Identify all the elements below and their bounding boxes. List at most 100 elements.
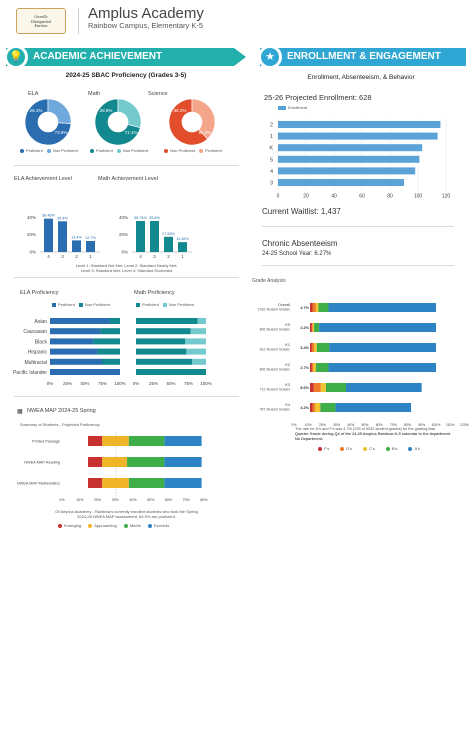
pie-0-slice-0 — [24, 98, 72, 146]
ela-prof-group-3: Hispanic — [28, 350, 48, 356]
enroll-bar-5 — [278, 179, 404, 186]
chronic-absenteeism-title: Chronic Absenteeism — [262, 239, 338, 248]
math-prof-bar-prof-4 — [136, 358, 192, 365]
page-subtitle: Rainbow Campus, Elementary K-5 — [88, 21, 204, 30]
grade-xtick-2: 20% — [319, 423, 326, 427]
page-title: Amplus Academy — [88, 5, 204, 22]
nwea-row-2-seg-3 — [164, 478, 202, 488]
math-prof-xtick-1: 25% — [149, 381, 158, 386]
ela-prof-bar-prof-2 — [50, 338, 94, 345]
enroll-xtick-1: 20 — [303, 194, 309, 200]
grade-xtick-8: 80% — [404, 423, 411, 427]
grade-row-l1-1: K5 — [285, 323, 290, 327]
math-level-bar-0 — [136, 221, 145, 252]
ela-prof-bar-prof-0 — [50, 318, 110, 324]
math-level-xtick-0: 4 — [139, 254, 142, 259]
nwea-xtick-6: 60% — [165, 498, 173, 502]
ela-prof-bar-non-3 — [97, 348, 120, 355]
ela-level-xtick-3: 1 — [89, 254, 92, 259]
achievement-note-2: Level 3: Standard Met; Level 4: Standard… — [80, 268, 173, 273]
grade-row-4-seg-4 — [346, 383, 422, 392]
logo-text-2: Distinguished — [31, 19, 51, 24]
current-waitlist: Current Waitlist: 1,437 — [262, 207, 341, 216]
nwea-xtick-7: 70% — [183, 498, 191, 502]
ela-level-bar-label-0: 38.46% — [42, 214, 56, 218]
ela-prof-bar-non-0 — [109, 318, 120, 324]
enroll-cat-0: 2 — [270, 123, 273, 129]
math-prof-bar-prof-2 — [136, 338, 185, 345]
enroll-cat-1: 1 — [270, 134, 273, 140]
ela-prof-bar-prof-3 — [50, 348, 98, 355]
math-prof-bar-non-4 — [192, 358, 206, 365]
enroll-cat-2: K — [269, 146, 273, 152]
nwea-row-value-0: 64.9% — [203, 440, 214, 444]
nwea-row-2-seg-1 — [102, 478, 129, 488]
grade-row-pct-2: 3.4% — [300, 346, 309, 350]
grade-note-1: The rate for D's and F's was 4.7% (235 o… — [295, 427, 436, 431]
math-level-bar-3 — [178, 242, 187, 252]
grade-row-5-seg-2 — [315, 403, 321, 412]
grade-row-l2-2: 812 Student Grades — [260, 348, 291, 352]
nwea-xtick-0: 0% — [59, 498, 65, 502]
pie-legend-ela: Proficient Non Proficient — [20, 148, 78, 153]
school-logo: Grenville Distinguished Emeritus — [16, 8, 66, 34]
math-prof-bar-non-1 — [190, 328, 206, 335]
nwea-xtick-1: 10% — [76, 498, 84, 502]
pie-1-slice-0 — [94, 98, 141, 146]
pie-legend-math: Proficient Non Proficient — [90, 148, 148, 153]
nwea-note-2: 2024-25 NWEA MAP assessment, 64.9% are p… — [77, 514, 176, 519]
grade-row-1-seg-2 — [312, 323, 315, 332]
ela-prof-group-2: Black — [35, 339, 48, 345]
grade-note-2: Quarter Grade during Q4 of the 24-25 Amp… — [295, 432, 451, 436]
grade-row-3-seg-1 — [311, 363, 314, 372]
chart-icon: ▦ — [17, 409, 23, 415]
math-prof-xtick-4: 100% — [200, 381, 212, 386]
nwea-xtick-2: 20% — [94, 498, 102, 502]
grade-row-2-seg-0 — [310, 343, 312, 352]
nwea-row-2-seg-2 — [128, 478, 165, 488]
pie-1-label-main: 71.1% — [125, 130, 138, 135]
grade-row-4-seg-3 — [325, 383, 347, 392]
grade-xtick-3: 30% — [333, 423, 340, 427]
enroll-xtick-3: 60 — [359, 194, 365, 200]
grade-row-5-seg-3 — [320, 403, 336, 412]
math-prof-bar-prof-1 — [136, 328, 191, 335]
math-level-bar-2 — [164, 236, 173, 252]
grade-note-3: No Department. — [295, 437, 324, 441]
math-prof-bar-prof-5 — [136, 369, 206, 375]
nwea-row-1-seg-1 — [102, 457, 128, 467]
grade-row-0-seg-1 — [312, 303, 316, 312]
nwea-row-label-0: Printed Passage — [32, 440, 60, 444]
nwea-row-1-seg-2 — [127, 457, 165, 467]
grade-row-pct-1: 2.2% — [300, 326, 309, 330]
enrollment-section-title: Enrollment, Absenteeism, & Behavior — [307, 74, 415, 81]
pie-0-label-main: 73.9% — [55, 130, 68, 135]
pie-2-slice-1 — [191, 98, 216, 140]
enroll-xtick-0: 0 — [277, 194, 280, 200]
ela-prof-bar-non-2 — [93, 338, 120, 345]
nwea-row-0-seg-1 — [102, 436, 129, 446]
math-level-xtick-2: 2 — [167, 254, 170, 259]
grade-row-0-seg-2 — [315, 303, 319, 312]
grade-row-3-seg-3 — [315, 363, 329, 372]
pie-1-label-sub: 28.9% — [100, 108, 113, 113]
math-proficiency-title: Math Proficiency — [134, 290, 175, 296]
grade-row-2-seg-2 — [314, 343, 317, 352]
grade-xtick-11: 110% — [446, 423, 454, 427]
divider-1 — [14, 165, 239, 166]
pie-2-label-sub: 38.2% — [174, 108, 187, 113]
math-prof-bar-prof-0 — [136, 318, 198, 324]
ela-prof-xtick-0: 0% — [47, 381, 54, 386]
ela-prof-bar-prof-4 — [50, 358, 103, 365]
enrollment-legend: Enrollment — [278, 105, 307, 110]
grade-row-l2-0: 1032 Student Grades — [258, 308, 291, 312]
ela-prof-group-5: Pacific Islander — [13, 370, 47, 376]
grade-xtick-6: 60% — [376, 423, 383, 427]
nwea-row-2-seg-0 — [88, 478, 103, 488]
grade-row-5-seg-0 — [310, 403, 313, 412]
nwea-note-1: Of Amplus Academy - Rainbow's currently … — [55, 509, 198, 514]
grade-row-2-seg-1 — [311, 343, 315, 352]
grade-row-3-seg-4 — [328, 363, 436, 372]
